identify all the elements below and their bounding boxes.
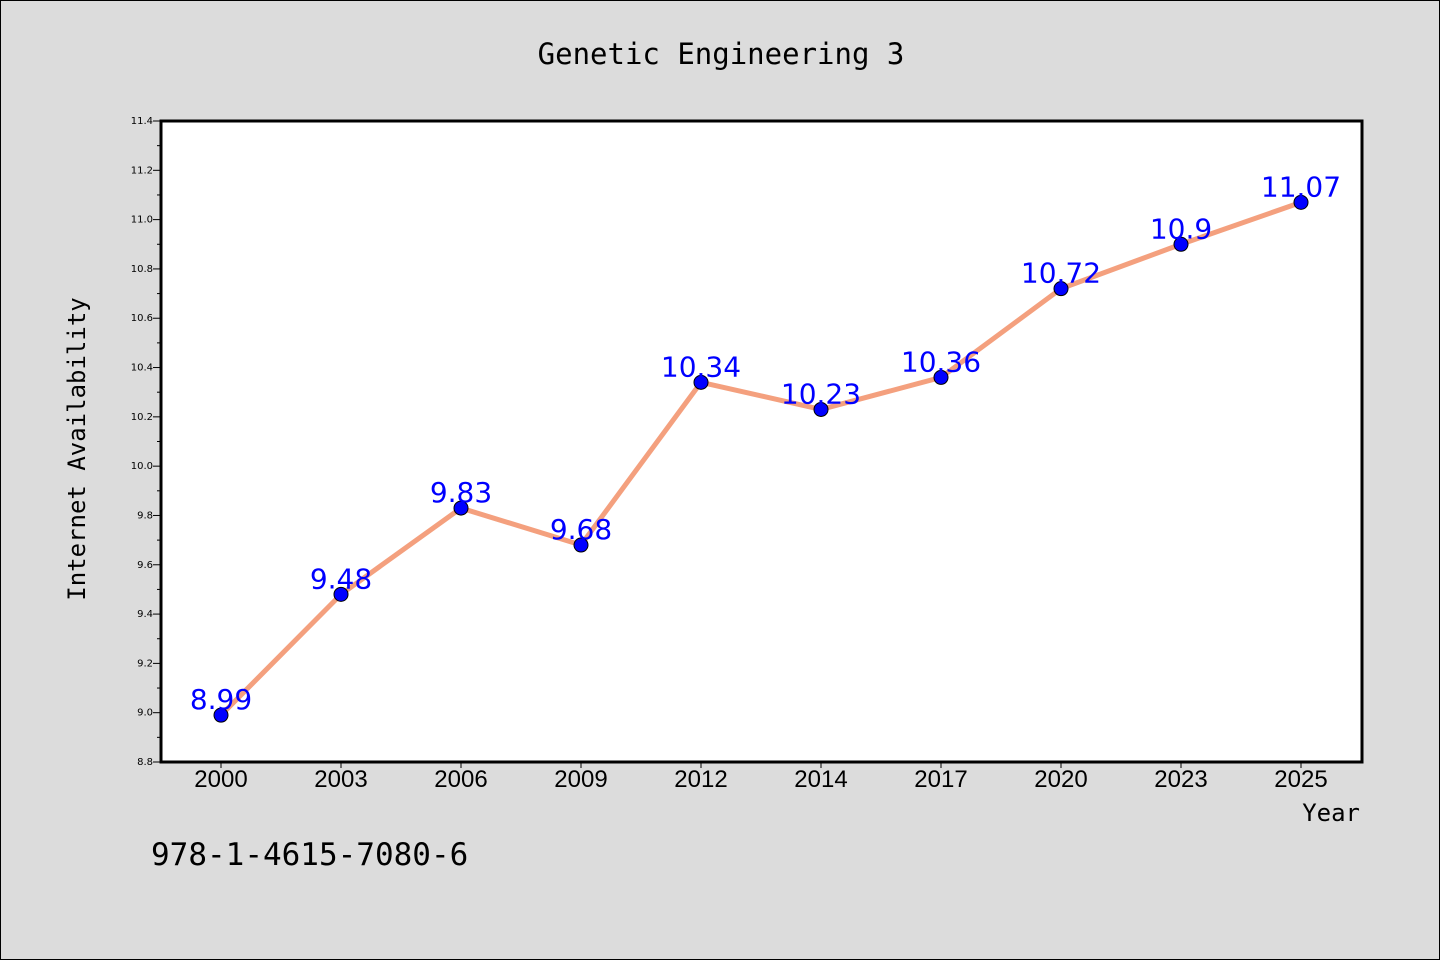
- data-point: [573, 537, 589, 553]
- data-point: [693, 374, 709, 390]
- data-label: 10.23: [781, 377, 861, 410]
- y-axis: 8.8 9.0 9.2 9.4 9.6 9.8 10.0 10.2 10.4 10.6 10.8 11…: [131, 116, 161, 768]
- data-label: 8.99: [190, 683, 252, 716]
- data-label: 9.68: [550, 513, 612, 546]
- data-point: [333, 586, 349, 602]
- y-tick-label: 10.4: [131, 363, 153, 374]
- data-point: [1173, 236, 1189, 252]
- x-tick-label: 2017: [914, 766, 967, 793]
- y-tick-label: 9.4: [137, 609, 153, 620]
- data-label: 10.72: [1021, 257, 1101, 290]
- y-tick-label: 10.2: [131, 412, 153, 423]
- data-label: 11.07: [1261, 170, 1341, 203]
- data-label: 10.9: [1150, 212, 1212, 245]
- data-point: [1053, 281, 1069, 297]
- data-point: [813, 401, 829, 417]
- data-label: 9.83: [430, 476, 492, 509]
- y-tick-label: 10.6: [131, 313, 153, 324]
- y-axis-label: Internet Availability: [63, 297, 91, 600]
- data-label: 9.48: [310, 562, 372, 595]
- series-line-group: [218, 199, 1304, 718]
- x-tick-label: 2025: [1274, 766, 1327, 793]
- chart-title: Genetic Engineering 3: [538, 37, 905, 71]
- y-tick-label: 11.0: [131, 215, 153, 226]
- data-label: 10.36: [901, 345, 981, 378]
- x-tick-label: 2023: [1154, 766, 1207, 793]
- data-point: [933, 369, 949, 385]
- x-tick-label: 2014: [794, 766, 847, 793]
- data-label: 10.34: [661, 350, 741, 383]
- y-tick-label: 9.6: [137, 560, 153, 571]
- x-tick-label: 2009: [554, 766, 607, 793]
- y-tick-label: 10.8: [131, 264, 153, 275]
- data-labels: 8.99 9.48 9.83 9.68 10.34 10.23 10.36 10.72 10.9…: [190, 170, 1341, 716]
- x-tick-label: 2012: [674, 766, 727, 793]
- y-tick-label: 10.0: [131, 461, 153, 472]
- x-axis-label: Year: [1302, 799, 1360, 827]
- data-point: [213, 707, 229, 723]
- x-tick-label: 2006: [434, 766, 487, 793]
- x-tick-label: 2003: [314, 766, 367, 793]
- series-line: [218, 199, 1304, 718]
- plot-area: [159, 119, 1364, 764]
- data-point: [453, 500, 469, 516]
- data-point: [1293, 194, 1309, 210]
- y-tick-label: 9.8: [137, 510, 153, 521]
- y-tick-label: 11.4: [131, 116, 153, 127]
- y-tick-label: 9.0: [137, 708, 153, 719]
- y-tick-label: 8.8: [137, 757, 153, 768]
- x-tick-label: 2000: [194, 766, 247, 793]
- isbn-annotation: 978-1-4615-7080-6: [151, 837, 468, 873]
- x-tick-label: 2020: [1034, 766, 1087, 793]
- x-axis: 2000 2003 2006 2009 2012 2014 2017 2020 2023 2025: [194, 762, 1328, 793]
- data-markers: [213, 194, 1309, 723]
- y-tick-label: 11.2: [131, 165, 153, 176]
- y-tick-label: 9.2: [137, 658, 153, 669]
